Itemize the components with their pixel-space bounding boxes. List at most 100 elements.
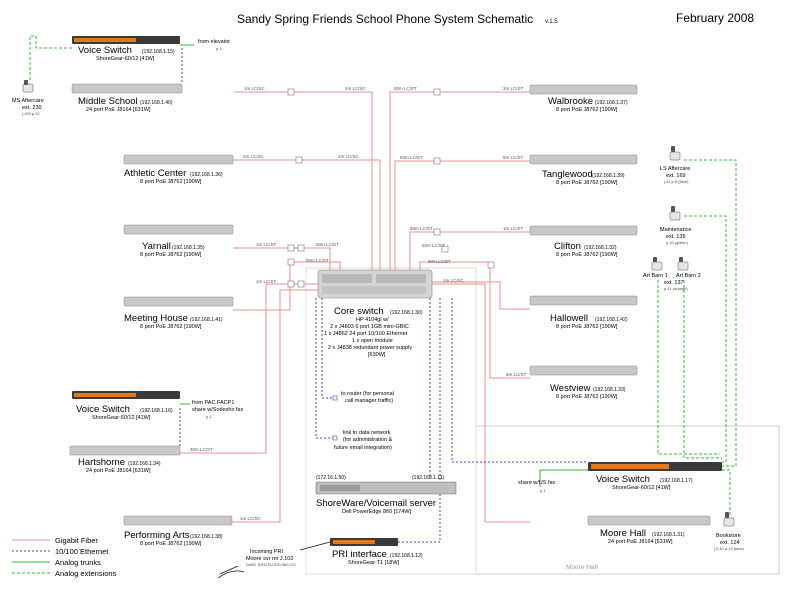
switch-device — [123, 296, 234, 307]
core-switch: Core switch (192.168.1.30) HP 4104gl w/ … — [317, 269, 433, 358]
switch-device — [71, 83, 183, 94]
fiber-athletic — [233, 159, 381, 270]
trunk-us-fax — [539, 469, 588, 487]
link-label: 50m LC/ST — [306, 258, 329, 263]
ext-ls-aftercare — [684, 159, 737, 467]
voice-switch-bezel — [74, 393, 136, 397]
node-sub: 24 port PoE J8164 [631W] — [608, 539, 673, 545]
node-sub: 8 port PoE J8762 [190W] — [140, 541, 202, 547]
node-ip: (192.168.1.17) — [660, 478, 693, 484]
node-ip: (192.168.1.35) — [172, 245, 205, 251]
fiber-clifton — [409, 231, 530, 270]
incoming-pri-line: Moore svr rm J.102 — [246, 556, 293, 562]
link-label: 1m LC/SC — [345, 86, 367, 91]
node-ip: (192.168.1.15) — [142, 49, 175, 55]
core-switch-module — [322, 286, 426, 294]
phone-icon — [723, 512, 735, 527]
pri-line-symbol — [217, 565, 245, 579]
node-ip: (192.168.1.40) — [140, 100, 173, 106]
device-moore-hall: Moore Hall (192.168.1.31) 24 port PoE J8… — [587, 515, 711, 545]
page-title: Sandy Spring Friends School Phone System… — [237, 12, 533, 26]
phone-ms-aftercare: MS Aftercare ext. 230 j.109 p.12 — [12, 80, 44, 116]
node-sub: ShoreGear-60/12 [41W] — [92, 415, 151, 421]
link-label: 30m LC/ST — [190, 447, 213, 452]
node-ip: (192.168.1.38) — [190, 534, 223, 540]
pri-name: PRI interface — [332, 549, 387, 560]
router-note-line: call manager traffic) — [345, 398, 393, 404]
link-label: 1m LC/SC — [338, 154, 360, 159]
phone-loc: j.109 p.12 — [21, 111, 40, 116]
legend-label: 10/100 Ethernet — [55, 547, 109, 556]
fiber-yarnall — [233, 247, 331, 270]
server-ip-left: (172.16.1.50) — [316, 475, 346, 481]
pri-interface: PRI interface (192.168.1.12) ShoreGear-T… — [217, 538, 423, 579]
phone-icon — [677, 257, 689, 271]
node-sub: 24 port PoE J8164 [631W] — [86, 468, 151, 474]
link-label: 1m LC/ST — [256, 242, 277, 247]
core-line: 1 x open module — [352, 338, 393, 344]
legend-label: Analog extensions — [55, 569, 117, 578]
link-label: 50m LC/ST — [316, 242, 339, 247]
date-label: February 2008 — [676, 11, 754, 25]
node-sub: 8 port PoE J8762 [190W] — [140, 324, 202, 330]
node-name: Yarnall — [142, 241, 171, 252]
link-connectors — [287, 88, 495, 288]
node-ip: (192.168.1.41) — [190, 317, 223, 323]
device-performing-arts: Performing Arts (192.168.1.38) 8 port Po… — [123, 515, 233, 547]
node-name: Hartshorne — [78, 457, 125, 468]
phone-bookstore: Bookstore ext. 124 j.0.10 p.13 (blue) — [713, 512, 745, 551]
core-name: Core switch — [334, 306, 384, 317]
data-network-note: link to data network (for administration… — [332, 430, 393, 451]
node-sub: 8 port PoE J8762 [190W] — [556, 252, 618, 258]
node-ip: (192.168.1.33) — [593, 387, 626, 393]
ext-maintenance — [684, 215, 727, 463]
data-note-line: future email integration) — [334, 445, 392, 451]
phone-loc: j.41 p.9 (blue) — [663, 179, 689, 184]
node-ip: (192.168.1.37) — [595, 100, 628, 106]
analog-lines — [29, 35, 737, 515]
node-name: Voice Switch — [78, 45, 132, 56]
link-label: 50m LC/ST — [394, 86, 417, 91]
node-name: Tanglewood — [542, 169, 593, 180]
switch-device — [529, 84, 638, 95]
node-sub: ShoreGear-60/12 [41W] — [612, 485, 671, 491]
switch-device — [587, 515, 711, 526]
node-ip: (192.168.1.42) — [595, 317, 628, 323]
phone-name: MS Aftercare — [12, 98, 44, 104]
core-line: 1 x J4862 24 port 10/100 Ethernet — [324, 331, 408, 337]
switch-device — [529, 225, 638, 236]
core-line: HP 4104gl w/ — [356, 317, 389, 323]
fiber-hallowell — [432, 281, 530, 310]
from-pac-label: from PAC FACP1 — [192, 400, 234, 406]
core-area — [305, 267, 477, 575]
phone-icon — [669, 206, 681, 221]
device-meeting-house: Meeting House (192.168.1.41) 8 port PoE … — [123, 296, 234, 330]
from-elevator-port: p.1 — [216, 46, 222, 51]
from-pac-label: share w/Sodexho fax — [192, 407, 244, 413]
phone-ext: ext. 137 — [664, 280, 684, 286]
share-us-fax-label: share w/US fax — [518, 480, 556, 486]
server-drive-bay — [320, 485, 360, 491]
fiber-westview — [419, 261, 530, 379]
legend: Gigabit Fiber 10/100 Ethernet Analog tru… — [12, 536, 117, 578]
node-name: Middle School — [78, 96, 138, 107]
incoming-pri-tiny: DetID 30HCFU 000 960 CO — [246, 562, 296, 567]
voicemail-server: (172.16.1.50) (192.168.1.11) ShoreWare/V… — [315, 475, 457, 515]
legend-label: Gigabit Fiber — [55, 536, 98, 545]
phone-icon — [651, 257, 663, 271]
phone-name: Bookstore — [716, 533, 741, 539]
phone-name: Art Barn 2 — [676, 273, 701, 279]
node-sub: 8 port PoE J8762 [190W] — [556, 107, 618, 113]
phone-art-barn: Art Barn 1 Art Barn 2 ext. 137 p.11 (ora… — [643, 257, 701, 291]
node-sub: 8 port PoE J8762 [190W] — [140, 252, 202, 258]
device-westview: Westview (192.168.1.33) 8 port PoE J8762… — [529, 365, 638, 400]
ext-bookstore — [722, 469, 731, 515]
link-label: 50m LC/ST — [410, 226, 433, 231]
link-label: 1m LC/ST — [256, 279, 277, 284]
link-label: 1m LC/SC — [443, 278, 465, 283]
node-ip: (192.168.1.32) — [584, 245, 617, 251]
phone-ext: ext. 230 — [22, 105, 42, 111]
link-label: 50m LC/ST — [422, 243, 445, 248]
device-athletic-center: Athletic Center (192.168.1.36) 8 port Po… — [123, 154, 234, 185]
